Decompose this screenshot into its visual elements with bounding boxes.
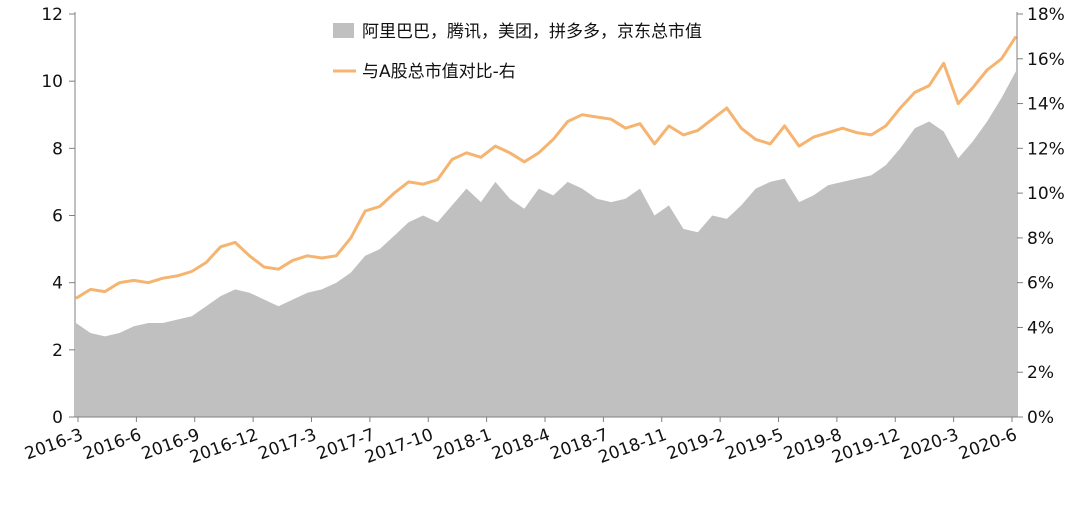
right-tick-label: 6% [1027,274,1054,294]
right-axis-ticks: 0% 2% 4% 6% 8% 10% 12% 14% 16% 18% [1017,5,1065,428]
area-layer [76,71,1016,417]
right-tick-label: 8% [1027,229,1054,249]
x-tick-label: 2016-6 [81,425,144,464]
right-tick-label: 18% [1027,5,1065,25]
legend-swatch-area [333,23,354,38]
x-tick-label: 2016-12 [187,425,261,468]
x-tick-label: 2018-4 [489,425,552,464]
x-tick-label: 2018-11 [596,425,670,468]
left-tick-label: 2 [52,341,63,361]
x-axis-ticks: 2016-32016-62016-92016-122017-32017-7201… [22,417,1020,468]
right-tick-label: 4% [1027,318,1054,338]
left-tick-label: 6 [52,207,63,227]
x-tick-label: 2017-3 [256,425,319,464]
right-tick-label: 10% [1027,184,1065,204]
left-axis-ticks: 0 2 4 6 8 10 12 [41,5,75,428]
area-series-market-cap [76,71,1016,417]
x-tick-label: 2018-1 [431,425,494,464]
left-tick-label: 0 [52,408,63,428]
left-tick-label: 4 [52,274,63,294]
x-tick-label: 2016-3 [22,425,85,464]
line-layer [75,35,1018,300]
line-series-ratio [75,35,1018,300]
legend-label-line: 与A股总市值对比-右 [362,62,516,82]
x-tick-label: 2020-3 [898,425,961,464]
right-tick-label: 0% [1027,408,1054,428]
x-tick-label: 2019-5 [723,425,786,464]
left-tick-label: 10 [41,72,63,92]
x-tick-label: 2019-12 [829,425,903,468]
legend-label-area: 阿里巴巴，腾讯，美团，拼多多，京东总市值 [362,22,702,42]
right-tick-label: 12% [1027,139,1065,159]
x-tick-label: 2020-6 [956,425,1019,464]
left-tick-label: 8 [52,139,63,159]
legend: 阿里巴巴，腾讯，美团，拼多多，京东总市值 与A股总市值对比-右 [333,22,702,82]
right-tick-label: 2% [1027,363,1054,383]
right-tick-label: 16% [1027,50,1065,70]
x-tick-label: 2017-10 [362,425,436,468]
x-tick-label: 2019-2 [664,425,727,464]
right-tick-label: 14% [1027,95,1065,115]
left-tick-label: 12 [41,5,63,25]
